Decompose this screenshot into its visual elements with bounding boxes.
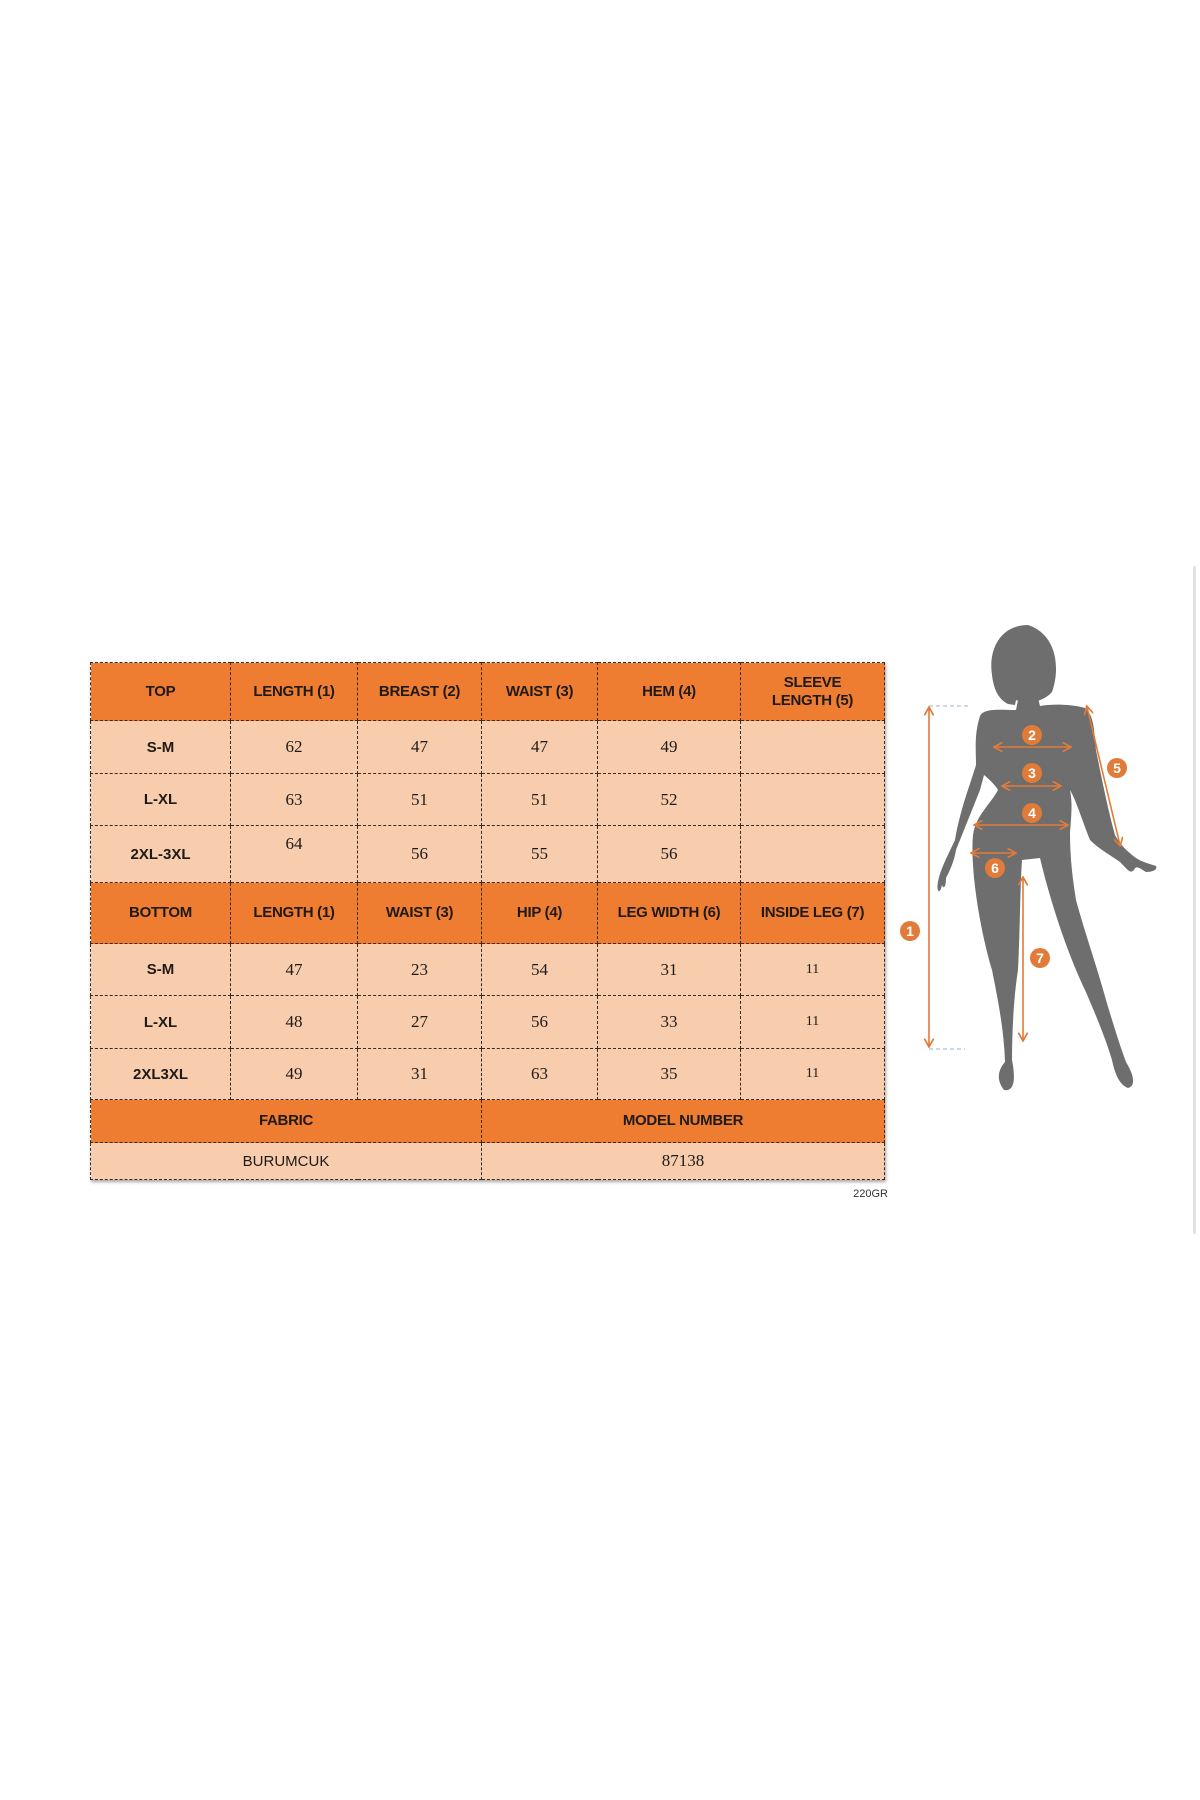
value-cell: 63 xyxy=(230,773,358,826)
table-row: L-XL 63 51 51 52 xyxy=(90,773,885,826)
value-cell: 47 xyxy=(357,720,482,774)
size-cell: 2XL3XL xyxy=(90,1048,231,1100)
bottom-header-row: BOTTOM LENGTH (1) WAIST (3) HIP (4) LEG … xyxy=(90,882,885,944)
svg-text:5: 5 xyxy=(1113,760,1121,776)
body-measurement-figure: 1 2 3 4 5 6 7 xyxy=(900,625,1157,1091)
size-cell: S-M xyxy=(90,720,231,774)
marker-1: 1 xyxy=(900,921,920,941)
svg-text:1: 1 xyxy=(906,923,914,939)
value-cell: 11 xyxy=(740,943,885,996)
marker-6: 6 xyxy=(985,858,1005,878)
value-cell: 35 xyxy=(597,1048,741,1100)
value-cell: 55 xyxy=(481,825,598,883)
size-cell: L-XL xyxy=(90,773,231,826)
header-cell: INSIDE LEG (7) xyxy=(740,882,885,944)
sleeve-arrow xyxy=(1087,707,1120,845)
value-cell: 11 xyxy=(740,1048,885,1100)
header-cell: SLEEVE LENGTH (5) xyxy=(740,662,885,721)
table-row: S-M 62 47 47 49 xyxy=(90,720,885,774)
value-cell: 64 xyxy=(230,825,358,883)
value-cell xyxy=(740,825,885,883)
header-cell: HIP (4) xyxy=(481,882,598,944)
value-cell: 47 xyxy=(230,943,358,996)
value-cell: 56 xyxy=(357,825,482,883)
marker-2: 2 xyxy=(1022,725,1042,745)
fabric-label: FABRIC xyxy=(90,1099,482,1143)
value-cell: 52 xyxy=(597,773,741,826)
value-cell: 31 xyxy=(597,943,741,996)
value-cell: 47 xyxy=(481,720,598,774)
value-cell: 51 xyxy=(481,773,598,826)
model-number-value: 87138 xyxy=(481,1142,885,1180)
header-cell: BREAST (2) xyxy=(357,662,482,721)
marker-5: 5 xyxy=(1107,758,1127,778)
image-edge-divider xyxy=(1193,566,1196,1234)
svg-text:2: 2 xyxy=(1028,727,1036,743)
value-cell xyxy=(740,773,885,826)
size-cell: S-M xyxy=(90,943,231,996)
header-cell: LENGTH (1) xyxy=(230,662,358,721)
value-cell: 23 xyxy=(357,943,482,996)
value-cell: 11 xyxy=(740,995,885,1049)
svg-text:6: 6 xyxy=(991,860,999,876)
value-cell: 63 xyxy=(481,1048,598,1100)
fabric-value: BURUMCUK xyxy=(90,1142,482,1180)
header-cell: WAIST (3) xyxy=(481,662,598,721)
marker-4: 4 xyxy=(1022,803,1042,823)
table-row: S-M 47 23 54 31 11 xyxy=(90,943,885,996)
value-cell: 51 xyxy=(357,773,482,826)
header-cell: LENGTH (1) xyxy=(230,882,358,944)
fabric-weight: 220GR xyxy=(853,1188,888,1200)
svg-text:4: 4 xyxy=(1028,805,1036,821)
value-cell: 56 xyxy=(597,825,741,883)
header-cell: LEG WIDTH (6) xyxy=(597,882,741,944)
value-cell: 56 xyxy=(481,995,598,1049)
size-cell: 2XL-3XL xyxy=(90,825,231,883)
value-cell: 27 xyxy=(357,995,482,1049)
value-cell: 62 xyxy=(230,720,358,774)
value-cell: 49 xyxy=(230,1048,358,1100)
header-cell: HEM (4) xyxy=(597,662,741,721)
woman-silhouette xyxy=(937,625,1157,1091)
table-row: 2XL3XL 49 31 63 35 11 xyxy=(90,1048,885,1100)
marker-7: 7 xyxy=(1030,948,1050,968)
value-cell: 31 xyxy=(357,1048,482,1100)
table-row: 2XL-3XL 64 56 55 56 xyxy=(90,825,885,883)
svg-text:7: 7 xyxy=(1036,950,1044,966)
top-header-row: TOP LENGTH (1) BREAST (2) WAIST (3) HEM … xyxy=(90,662,885,721)
model-number-label: MODEL NUMBER xyxy=(481,1099,885,1143)
info-row: BURUMCUK 87138 xyxy=(90,1142,885,1180)
header-cell: TOP xyxy=(90,662,231,721)
svg-text:3: 3 xyxy=(1028,765,1036,781)
value-cell: 49 xyxy=(597,720,741,774)
header-cell: WAIST (3) xyxy=(357,882,482,944)
value-cell: 33 xyxy=(597,995,741,1049)
marker-3: 3 xyxy=(1022,763,1042,783)
size-chart-table: TOP LENGTH (1) BREAST (2) WAIST (3) HEM … xyxy=(90,662,885,1180)
value-cell xyxy=(740,720,885,774)
value-cell: 54 xyxy=(481,943,598,996)
value-cell: 48 xyxy=(230,995,358,1049)
size-cell: L-XL xyxy=(90,995,231,1049)
table-row: L-XL 48 27 56 33 11 xyxy=(90,995,885,1049)
header-cell: BOTTOM xyxy=(90,882,231,944)
info-header-row: FABRIC MODEL NUMBER xyxy=(90,1099,885,1143)
